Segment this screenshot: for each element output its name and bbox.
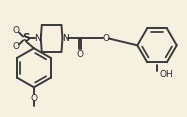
Text: O: O [102, 34, 109, 43]
Text: O: O [30, 93, 37, 102]
Text: N: N [62, 34, 69, 43]
Text: S: S [22, 33, 30, 44]
Text: N: N [34, 34, 41, 43]
Text: O: O [77, 50, 84, 59]
Text: O: O [13, 42, 20, 51]
Text: O: O [13, 26, 20, 35]
Text: OH: OH [160, 70, 174, 79]
